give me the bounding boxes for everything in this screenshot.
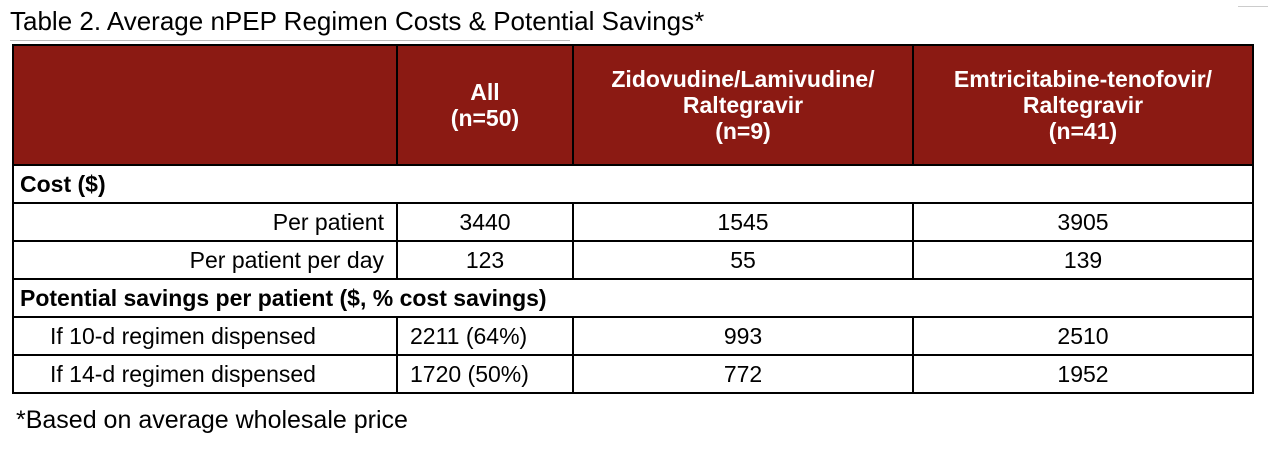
header-cell-all: All (n=50)	[396, 44, 574, 166]
cell-all: 3440	[396, 202, 574, 242]
header-row: All (n=50) Zidovudine/Lamivudine/ Ralteg…	[12, 44, 1254, 166]
table-title: Table 2. Average nPEP Regimen Costs & Po…	[10, 6, 705, 36]
cell-zidovudine: 1545	[572, 202, 914, 242]
cost-table: All (n=50) Zidovudine/Lamivudine/ Ralteg…	[12, 44, 1254, 394]
cell-zidovudine: 772	[572, 354, 914, 394]
cell-zidovudine: 993	[572, 316, 914, 356]
header-cell-zidovudine: Zidovudine/Lamivudine/ Raltegravir (n=9)	[572, 44, 914, 166]
table-row: Per patient per day 123 55 139	[12, 240, 1254, 280]
header-cell-blank	[12, 44, 398, 166]
cell-all: 2211 (64%)	[396, 316, 574, 356]
cell-all: 1720 (50%)	[396, 354, 574, 394]
cell-emtricitabine: 3905	[912, 202, 1254, 242]
row-label: If 14-d regimen dispensed	[12, 354, 398, 394]
table-row: If 10-d regimen dispensed 2211 (64%) 993…	[12, 316, 1254, 356]
table-row: If 14-d regimen dispensed 1720 (50%) 772…	[12, 354, 1254, 394]
corner-rule	[1238, 6, 1268, 7]
cell-emtricitabine: 2510	[912, 316, 1254, 356]
cell-emtricitabine: 1952	[912, 354, 1254, 394]
section-row-cost: Cost ($)	[12, 164, 1254, 204]
title-rule	[10, 40, 570, 41]
row-label: Per patient	[12, 202, 398, 242]
header-cell-emtricitabine: Emtricitabine-tenofovir/ Raltegravir (n=…	[912, 44, 1254, 166]
cell-emtricitabine: 139	[912, 240, 1254, 280]
section-heading-cost: Cost ($)	[12, 164, 1254, 204]
cell-zidovudine: 55	[572, 240, 914, 280]
table-row: Per patient 3440 1545 3905	[12, 202, 1254, 242]
footnote: *Based on average wholesale price	[16, 406, 408, 434]
row-label: If 10-d regimen dispensed	[12, 316, 398, 356]
row-label: Per patient per day	[12, 240, 398, 280]
section-heading-savings: Potential savings per patient ($, % cost…	[12, 278, 1254, 318]
section-row-savings: Potential savings per patient ($, % cost…	[12, 278, 1254, 318]
cell-all: 123	[396, 240, 574, 280]
